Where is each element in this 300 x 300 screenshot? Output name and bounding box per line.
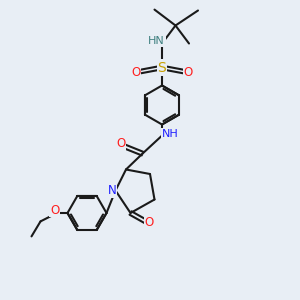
Text: O: O xyxy=(131,65,140,79)
Text: HN: HN xyxy=(148,36,165,46)
Text: O: O xyxy=(184,65,193,79)
Text: N: N xyxy=(107,184,116,197)
Text: O: O xyxy=(50,203,59,217)
Text: O: O xyxy=(116,137,125,150)
Text: O: O xyxy=(145,216,154,230)
Text: NH: NH xyxy=(162,129,179,139)
Text: S: S xyxy=(158,61,166,74)
